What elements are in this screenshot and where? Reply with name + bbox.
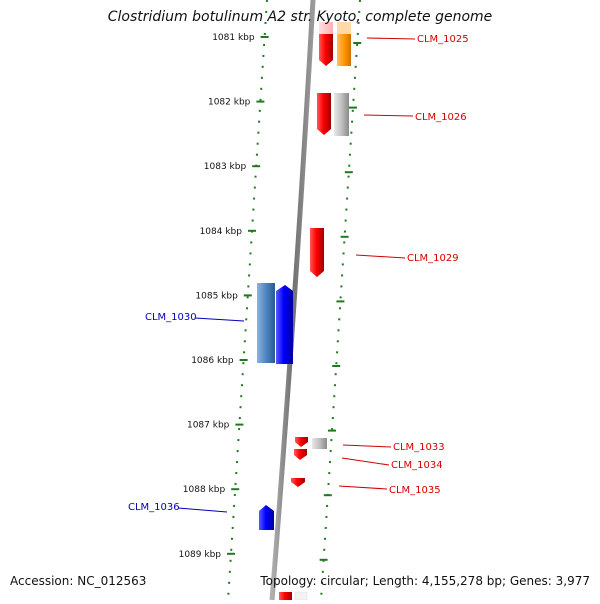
gene-label-clm-1029[interactable]: CLM_1029 [407,253,459,264]
leader-line-clm-1025 [366,37,416,40]
partial-feature-light-orange [337,22,351,36]
leader-line-clm-1036 [177,507,228,513]
accession-text: Accession: NC_012563 [10,574,147,588]
kbp-tick-label: 1083 kbp [204,162,247,172]
kbp-tick-label: 1085 kbp [195,291,238,301]
leader-line-clm-1026 [363,114,414,117]
topology-text: Topology: circular; Length: 4,155,278 bp… [260,574,590,588]
gene-arrow-clm-1036[interactable] [259,505,274,530]
partial-feature-pink [319,22,333,36]
feature-light-blue-clm-1030 [257,283,275,363]
gene-label-clm-1033[interactable]: CLM_1033 [393,442,445,453]
leader-line-clm-1034 [341,457,390,466]
gene-arrow-clm-1029[interactable] [310,228,324,277]
kbp-tick-label: 1084 kbp [200,227,243,237]
inner-dotted-track [227,0,268,601]
gene-label-clm-1025[interactable]: CLM_1025 [417,34,469,45]
outer-dotted-track [320,0,361,601]
gene-arrow-clm-1026[interactable] [317,93,331,135]
gene-arrow-clm-1025[interactable] [319,34,333,66]
gene-label-clm-1026[interactable]: CLM_1026 [415,112,467,123]
genome-title: Clostridium botulinum A2 str. Kyoto, com… [107,9,493,25]
gene-arrow-clm-1034[interactable] [294,449,307,460]
gene-label-clm-1034[interactable]: CLM_1034 [391,460,443,471]
gene-label-clm-1036[interactable]: CLM_1036 [128,502,180,513]
genome-backbone [269,0,316,601]
gene-arrow-clm-1030[interactable] [276,285,293,364]
feature-grey-clm-1026 [334,93,349,136]
partial-feature-red-bottom [279,592,292,600]
kbp-tick-label: 1088 kbp [183,485,226,495]
leader-line-clm-1035 [338,485,388,490]
kbp-tick-label: 1087 kbp [187,421,230,431]
leader-line-clm-1029 [355,254,406,259]
feature-orange-clm-1025 [337,34,351,66]
feature-grey-clm-1033 [312,438,327,449]
gene-arrow-clm-1035[interactable] [291,478,305,487]
kbp-tick-label: 1086 kbp [191,356,234,366]
kbp-tick-label: 1081 kbp [212,33,255,43]
leader-line-clm-1033 [342,444,392,448]
gene-arrow-clm-1033[interactable] [295,437,308,447]
leader-line-clm-1030 [194,317,245,322]
partial-feature-light-bottom [294,591,308,601]
gene-label-clm-1035[interactable]: CLM_1035 [389,485,441,496]
gene-label-clm-1030[interactable]: CLM_1030 [145,312,197,323]
kbp-tick-label: 1082 kbp [208,98,251,108]
kbp-tick-label: 1089 kbp [179,550,222,560]
